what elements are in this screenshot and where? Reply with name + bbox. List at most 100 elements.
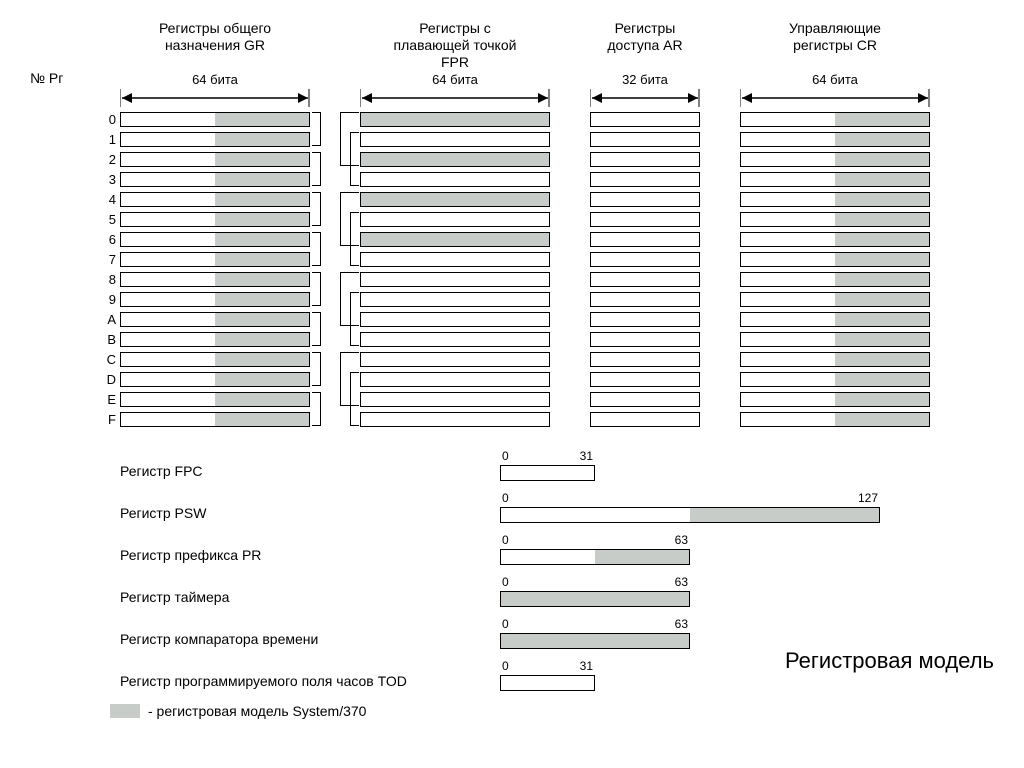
cr-cell bbox=[740, 152, 930, 167]
register-grid: 0123456789ABCDEF bbox=[120, 109, 1004, 429]
register-row: 3 bbox=[120, 169, 1004, 189]
row-number: 6 bbox=[98, 232, 116, 247]
row-number: E bbox=[98, 392, 116, 407]
cr-cell bbox=[740, 372, 930, 387]
special-register-cell bbox=[500, 591, 690, 607]
fpr-cell bbox=[360, 392, 550, 407]
gr-cell bbox=[120, 192, 310, 207]
ar-cell bbox=[590, 392, 700, 407]
register-row: E bbox=[120, 389, 1004, 409]
fpr-cell bbox=[360, 352, 550, 367]
gr-cell bbox=[120, 152, 310, 167]
special-register-row: Регистр FPC031 bbox=[120, 441, 1004, 481]
width-label: 32 бита bbox=[590, 72, 700, 87]
gr-cell bbox=[120, 332, 310, 347]
width-labels-row: 64 бита64 бита32 бита64 бита bbox=[120, 72, 1004, 87]
row-number: 5 bbox=[98, 212, 116, 227]
special-register-cell-wrap: 031 bbox=[500, 465, 595, 481]
special-register-cell-wrap: 031 bbox=[500, 675, 595, 691]
special-register-row: Регистр префикса PR063 bbox=[120, 525, 1004, 565]
fpr-cell bbox=[360, 132, 550, 147]
legend-swatch bbox=[110, 704, 140, 718]
gr-cell bbox=[120, 292, 310, 307]
special-register-label: Регистр компаратора времени bbox=[120, 631, 500, 649]
row-number: B bbox=[98, 332, 116, 347]
cr-cell bbox=[740, 232, 930, 247]
fpr-cell bbox=[360, 212, 550, 227]
cr-cell bbox=[740, 412, 930, 427]
ar-cell bbox=[590, 152, 700, 167]
gr-pair-bracket bbox=[312, 312, 321, 346]
special-register-cell-wrap: 063 bbox=[500, 633, 690, 649]
special-register-cell bbox=[500, 633, 690, 649]
fpr-cell bbox=[360, 312, 550, 327]
diagram-title: Регистровая модель bbox=[785, 648, 994, 674]
ar-cell bbox=[590, 112, 700, 127]
reg-number-header: № Рг bbox=[30, 68, 63, 88]
row-number: F bbox=[98, 412, 116, 427]
ar-cell bbox=[590, 352, 700, 367]
gr-cell bbox=[120, 392, 310, 407]
column-headers-row: Регистры общегоназначения GRРегистры спл… bbox=[120, 20, 1004, 70]
special-register-cell bbox=[500, 507, 880, 523]
fpr-cell bbox=[360, 272, 550, 287]
fpr-cell bbox=[360, 152, 550, 167]
width-arrow bbox=[740, 89, 930, 107]
fpr-pair-bracket bbox=[350, 132, 359, 186]
fpr-cell bbox=[360, 372, 550, 387]
width-label: 64 бита bbox=[120, 72, 310, 87]
width-arrow bbox=[360, 89, 550, 107]
register-row: C bbox=[120, 349, 1004, 369]
gr-cell bbox=[120, 272, 310, 287]
column-header: Регистрыдоступа AR bbox=[590, 20, 700, 70]
register-row: 7 bbox=[120, 249, 1004, 269]
row-number: 9 bbox=[98, 292, 116, 307]
register-row: F bbox=[120, 409, 1004, 429]
gr-cell bbox=[120, 172, 310, 187]
gr-cell bbox=[120, 112, 310, 127]
column-header: Регистры сплавающей точкойFPR bbox=[360, 20, 550, 70]
fpr-cell bbox=[360, 232, 550, 247]
fpr-cell bbox=[360, 192, 550, 207]
ar-cell bbox=[590, 272, 700, 287]
register-row: 4 bbox=[120, 189, 1004, 209]
register-row: 6 bbox=[120, 229, 1004, 249]
register-row: 9 bbox=[120, 289, 1004, 309]
ar-cell bbox=[590, 172, 700, 187]
fpr-cell bbox=[360, 112, 550, 127]
ar-cell bbox=[590, 332, 700, 347]
special-register-row: Регистр компаратора времени063 bbox=[120, 609, 1004, 649]
row-number: 0 bbox=[98, 112, 116, 127]
special-register-cell-wrap: 0127 bbox=[500, 507, 880, 523]
fpr-pair-bracket bbox=[350, 292, 359, 346]
row-number: 1 bbox=[98, 132, 116, 147]
width-label: 64 бита bbox=[360, 72, 550, 87]
row-number: 7 bbox=[98, 252, 116, 267]
fpr-cell bbox=[360, 292, 550, 307]
ar-cell bbox=[590, 132, 700, 147]
ar-cell bbox=[590, 212, 700, 227]
register-row: A bbox=[120, 309, 1004, 329]
gr-pair-bracket bbox=[312, 272, 321, 306]
gr-cell bbox=[120, 132, 310, 147]
cr-cell bbox=[740, 312, 930, 327]
fpr-pair-bracket bbox=[350, 212, 359, 266]
special-register-cell bbox=[500, 675, 595, 691]
special-register-cell bbox=[500, 549, 690, 565]
register-row: 0 bbox=[120, 109, 1004, 129]
gr-cell bbox=[120, 232, 310, 247]
fpr-cell bbox=[360, 412, 550, 427]
cr-cell bbox=[740, 252, 930, 267]
row-number: A bbox=[98, 312, 116, 327]
cr-cell bbox=[740, 332, 930, 347]
cr-cell bbox=[740, 292, 930, 307]
cr-cell bbox=[740, 132, 930, 147]
cr-cell bbox=[740, 172, 930, 187]
column-header: Управляющиерегистры CR bbox=[740, 20, 930, 70]
legend-text: - регистровая модель System/370 bbox=[148, 703, 366, 719]
fpr-cell bbox=[360, 332, 550, 347]
row-number: 8 bbox=[98, 272, 116, 287]
special-register-label: Регистр таймера bbox=[120, 589, 500, 607]
ar-cell bbox=[590, 252, 700, 267]
width-arrows-row bbox=[120, 89, 1004, 107]
